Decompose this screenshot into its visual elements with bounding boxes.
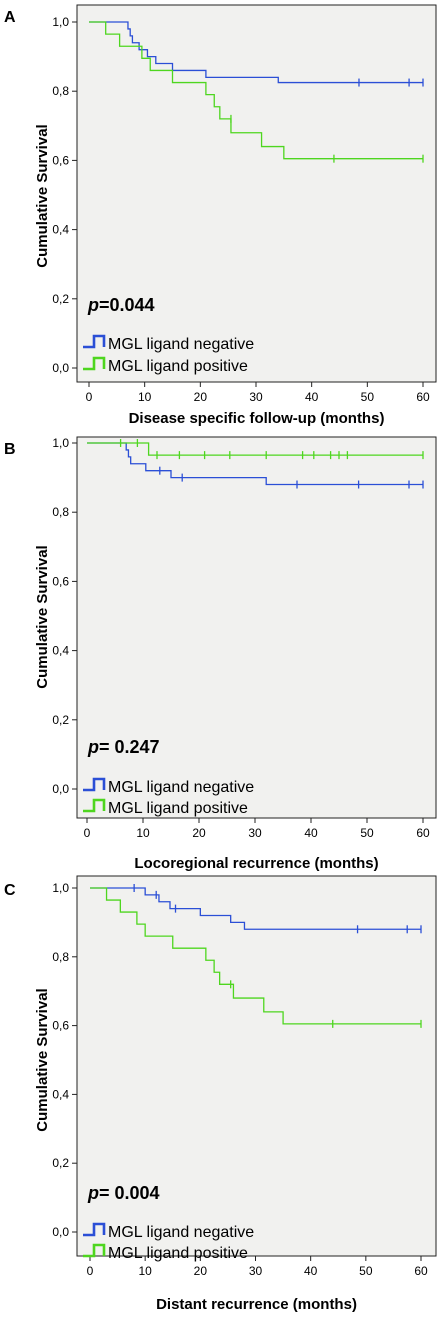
legend-swatch — [83, 1243, 106, 1258]
x-tick-label: 0 — [84, 826, 91, 840]
x-tick-label: 0 — [87, 1264, 94, 1278]
x-tick-label: 0 — [86, 390, 93, 404]
legend-label: MGL ligand positive — [108, 800, 248, 817]
x-tick-label: 40 — [305, 390, 319, 404]
survival-curve — [87, 442, 423, 456]
x-axis-label: Disease specific follow-up (months) — [129, 410, 385, 427]
legend-item: MGL ligand positive — [83, 1243, 248, 1262]
survival-curve — [87, 442, 423, 486]
x-tick-label: 30 — [249, 1264, 263, 1278]
legend-swatch — [83, 356, 106, 371]
legend-swatch — [83, 1222, 106, 1237]
x-tick-label: 20 — [194, 1264, 208, 1278]
x-tick-label: 50 — [359, 1264, 373, 1278]
x-tick-label: 40 — [304, 1264, 318, 1278]
y-tick-label: 1,0 — [52, 436, 69, 450]
legend-item: MGL ligand negative — [83, 334, 254, 353]
legend-label: MGL ligand positive — [108, 1245, 248, 1262]
legend-item: MGL ligand positive — [83, 798, 248, 817]
legend-label: MGL ligand negative — [108, 336, 254, 353]
series-negative — [87, 442, 424, 489]
x-axis-label: Locoregional recurrence (months) — [134, 855, 378, 872]
legend-label: MGL ligand negative — [108, 779, 254, 796]
panel-label: B — [4, 441, 16, 458]
x-tick-label: 40 — [304, 826, 318, 840]
p-value: p= 0.247 — [87, 737, 160, 757]
legend-item: MGL ligand negative — [83, 1222, 254, 1241]
y-tick-label: 0,6 — [52, 574, 69, 588]
y-tick-label: 1,0 — [52, 15, 69, 29]
y-tick-label: 0,8 — [52, 950, 69, 964]
series-positive — [90, 887, 422, 1028]
series-positive — [87, 439, 424, 460]
x-tick-label: 20 — [194, 390, 208, 404]
y-tick-label: 0,8 — [52, 84, 69, 98]
y-tick-label: 1,0 — [52, 881, 69, 895]
x-tick-label: 10 — [136, 826, 150, 840]
x-tick-label: 60 — [416, 390, 430, 404]
x-tick-label: 50 — [361, 390, 375, 404]
survival-curve — [89, 21, 423, 84]
x-tick-label: 30 — [249, 390, 263, 404]
x-tick-label: 10 — [138, 1264, 152, 1278]
x-axis-label: Distant recurrence (months) — [156, 1296, 357, 1313]
legend-label: MGL ligand negative — [108, 1224, 254, 1241]
legend-swatch — [83, 777, 106, 792]
survival-curve — [89, 21, 423, 160]
y-axis-label: Cumulative Survival — [34, 988, 51, 1131]
legend-item: MGL ligand negative — [83, 777, 254, 796]
y-tick-label: 0,2 — [52, 292, 69, 306]
x-tick-label: 20 — [192, 826, 206, 840]
y-tick-label: 0,0 — [52, 1225, 69, 1239]
y-tick-label: 0,6 — [52, 1019, 69, 1033]
legend-swatch — [83, 334, 106, 349]
panel-label: A — [4, 9, 16, 26]
y-tick-label: 0,0 — [52, 361, 69, 375]
plot-area — [76, 875, 437, 1257]
y-tick-label: 0,4 — [52, 644, 69, 658]
y-tick-label: 0,6 — [52, 153, 69, 167]
panel-a: A 0,0 0,2 0,4 0,6 0,8 1,0 0 10 20 30 40 50 60 Disease … — [4, 4, 437, 427]
x-tick-label: 60 — [414, 1264, 428, 1278]
plot-area — [76, 4, 437, 383]
y-tick-label: 0,4 — [52, 1087, 69, 1101]
y-axis-label: Cumulative Survival — [34, 545, 51, 688]
panel-c: C 0,0 0,2 0,4 0,6 0,8 1,0 0 10 20 30 40 50 60 Distant … — [4, 875, 437, 1313]
y-tick-label: 0,2 — [52, 713, 69, 727]
x-tick-label: 60 — [416, 826, 430, 840]
panel-b: B 0,0 0,2 0,4 0,6 0,8 1,0 0 10 20 30 40 50 60 Locoregi… — [4, 436, 437, 872]
survival-curve — [90, 887, 421, 930]
legend-item: MGL ligand positive — [83, 356, 248, 375]
panel-label: C — [4, 882, 16, 899]
x-tick-label: 50 — [360, 826, 374, 840]
survival-curve — [90, 887, 421, 1025]
x-tick-label: 10 — [138, 390, 152, 404]
series-negative — [89, 21, 424, 87]
plot-area — [76, 436, 437, 819]
y-axis-label: Cumulative Survival — [34, 124, 51, 267]
y-tick-label: 0,8 — [52, 505, 69, 519]
series-negative — [90, 884, 422, 934]
p-value: p=0.044 — [87, 295, 155, 315]
x-tick-label: 30 — [248, 826, 262, 840]
series-positive — [89, 21, 424, 163]
p-value: p= 0.004 — [87, 1183, 160, 1203]
legend-swatch — [83, 798, 106, 813]
y-tick-label: 0,0 — [52, 782, 69, 796]
y-tick-label: 0,4 — [52, 223, 69, 237]
legend-label: MGL ligand positive — [108, 358, 248, 375]
y-tick-label: 0,2 — [52, 1156, 69, 1170]
